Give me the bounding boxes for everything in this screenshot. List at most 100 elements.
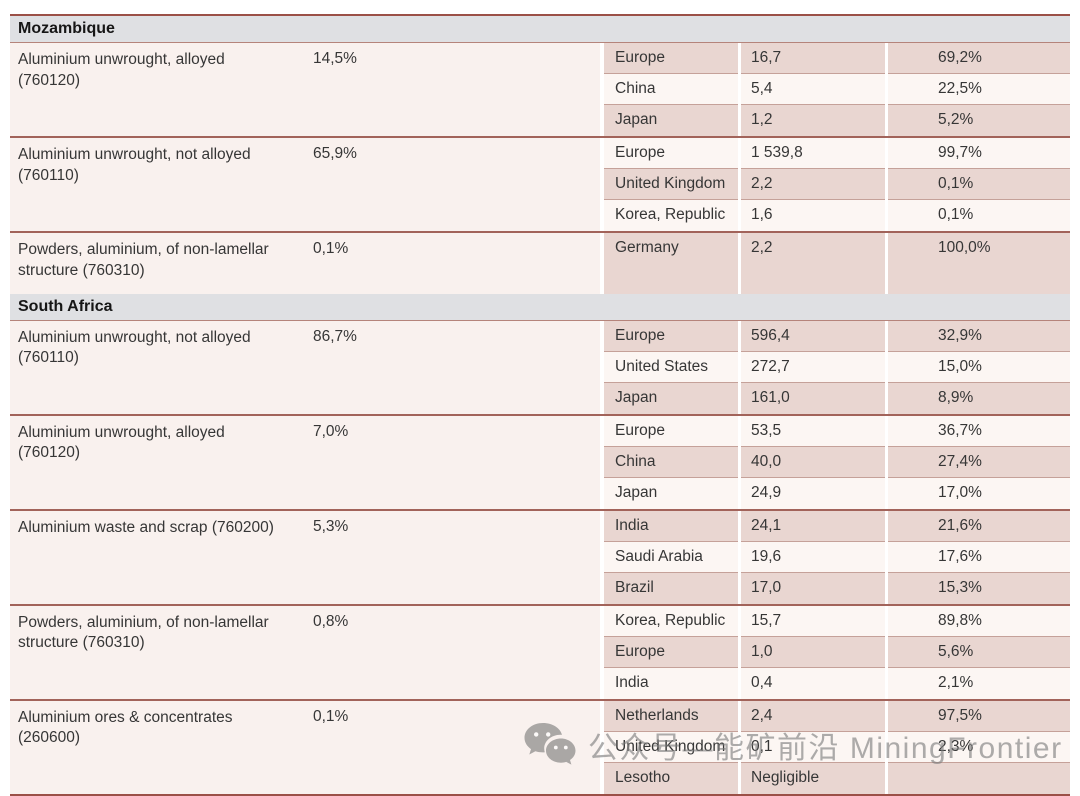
destination-value: 24,1 [741, 510, 885, 542]
destination-share: 21,6% [888, 510, 1070, 542]
product-panel: Aluminium unwrought, not alloyed (760110… [10, 138, 600, 231]
destination-country: Europe [604, 43, 738, 74]
product-name: Powders, aluminium, of non-lamellar stru… [18, 241, 269, 279]
destination-country: Saudi Arabia [604, 541, 738, 573]
destination-value: 2,2 [741, 169, 885, 200]
destination-row: Brazil 17,0 15,3% [604, 572, 1070, 604]
destination-row: Lesotho Negligible [604, 762, 1070, 794]
destination-value: 40,0 [741, 446, 885, 478]
product-share: 65,9% [313, 145, 357, 162]
destination-share: 2,3% [888, 731, 1070, 763]
destination-share: 89,8% [888, 605, 1070, 637]
product-share: 7,0% [313, 422, 349, 440]
column-gutter [600, 138, 604, 231]
destination-share: 32,9% [888, 320, 1070, 352]
destination-value: 1 539,8 [741, 138, 885, 169]
destination-value: 1,0 [741, 636, 885, 668]
product-share: 86,7% [313, 327, 357, 345]
destination-row: Europe 596,4 32,9% [604, 320, 1070, 352]
product-share: 0,1% [313, 240, 349, 257]
product-group: Aluminium unwrought, not alloyed (760110… [10, 136, 1070, 231]
destination-value: 5,4 [741, 74, 885, 105]
section-header: South Africa [10, 293, 1070, 321]
destination-country: Korea, Republic [604, 200, 738, 231]
destination-country: India [604, 667, 738, 699]
product-group: Powders, aluminium, of non-lamellar stru… [10, 231, 1070, 294]
destination-share: 36,7% [888, 415, 1070, 447]
destination-country: Europe [604, 636, 738, 668]
destination-country: Europe [604, 415, 738, 447]
destination-rows: Germany 2,2 100,0% [604, 233, 1070, 294]
destination-row: United Kingdom 0,1 2,3% [604, 731, 1070, 763]
destination-rows: Netherlands 2,4 97,5% United Kingdom 0,1 2,3%… [604, 700, 1070, 794]
destination-country: Brazil [604, 572, 738, 604]
destination-share: 99,7% [888, 138, 1070, 169]
destination-share: 8,9% [888, 382, 1070, 414]
destination-country: Europe [604, 138, 738, 169]
product-share: 0,1% [313, 707, 349, 725]
product-name: Powders, aluminium, of non-lamellar stru… [18, 613, 269, 652]
destination-row: Japan 24,9 17,0% [604, 477, 1070, 509]
destination-rows: Europe 596,4 32,9% United States 272,7 15,0% J… [604, 320, 1070, 414]
section-header: Mozambique [10, 16, 1070, 43]
product-name: Aluminium unwrought, not alloyed (760110… [18, 146, 251, 184]
destination-row: China 5,4 22,5% [604, 74, 1070, 105]
destination-value: 272,7 [741, 351, 885, 383]
destination-row: Korea, Republic 1,6 0,1% [604, 200, 1070, 231]
destination-row: India 24,1 21,6% [604, 510, 1070, 542]
destination-value: 24,9 [741, 477, 885, 509]
destination-country: Japan [604, 477, 738, 509]
destination-row: United States 272,7 15,0% [604, 351, 1070, 383]
destination-share: 17,6% [888, 541, 1070, 573]
destination-value: 161,0 [741, 382, 885, 414]
product-share: 14,5% [313, 50, 357, 67]
destination-share: 2,1% [888, 667, 1070, 699]
destination-rows: Europe 16,7 69,2% China 5,4 22,5% Japan 1,2 5,2% [604, 43, 1070, 136]
destination-share: 0,1% [888, 200, 1070, 231]
column-gutter [600, 605, 604, 699]
destination-country: United Kingdom [604, 731, 738, 763]
destination-country: Japan [604, 382, 738, 414]
product-panel: Powders, aluminium, of non-lamellar stru… [10, 605, 600, 699]
product-name: Aluminium unwrought, alloyed (760120) [18, 51, 225, 89]
destination-rows: Europe 53,5 36,7% China 40,0 27,4% Japan 24,9 17… [604, 415, 1070, 509]
destination-share: 5,6% [888, 636, 1070, 668]
product-panel: Aluminium ores & concentrates (260600) 0,… [10, 700, 600, 794]
product-share: 0,8% [313, 612, 349, 630]
product-name: Aluminium ores & concentrates (260600) [18, 708, 233, 747]
destination-value: 53,5 [741, 415, 885, 447]
destination-share: 5,2% [888, 105, 1070, 136]
destination-value: 17,0 [741, 572, 885, 604]
destination-value: 1,2 [741, 105, 885, 136]
destination-share: 27,4% [888, 446, 1070, 478]
column-gutter [600, 700, 604, 794]
product-panel: Powders, aluminium, of non-lamellar stru… [10, 233, 600, 294]
destination-share: 22,5% [888, 74, 1070, 105]
destination-value: 16,7 [741, 43, 885, 74]
destination-share: 15,0% [888, 351, 1070, 383]
product-group: Aluminium unwrought, alloyed (760120) 14,… [10, 43, 1070, 136]
product-name: Aluminium unwrought, alloyed (760120) [18, 423, 225, 462]
destination-value: 0,1 [741, 731, 885, 763]
destination-country: United States [604, 351, 738, 383]
destination-row: Japan 161,0 8,9% [604, 382, 1070, 414]
product-share: 5,3% [313, 517, 349, 535]
destination-rows: Korea, Republic 15,7 89,8% Europe 1,0 5,6% Ind… [604, 605, 1070, 699]
destination-share [888, 762, 1070, 794]
destination-value: 2,4 [741, 700, 885, 732]
product-group: Powders, aluminium, of non-lamellar stru… [10, 603, 1070, 699]
destination-value: 15,7 [741, 605, 885, 637]
destination-row: Europe 16,7 69,2% [604, 43, 1070, 74]
destination-country: China [604, 446, 738, 478]
product-group: Aluminium unwrought, not alloyed (760110… [10, 320, 1070, 414]
destination-rows: Europe 1 539,8 99,7% United Kingdom 2,2 0,1% K… [604, 138, 1070, 231]
destination-country: China [604, 74, 738, 105]
destination-share: 100,0% [888, 233, 1070, 294]
destination-value: 19,6 [741, 541, 885, 573]
destination-row: Europe 1 539,8 99,7% [604, 138, 1070, 169]
column-gutter [600, 43, 604, 136]
destination-row: Korea, Republic 15,7 89,8% [604, 605, 1070, 637]
destination-row: Germany 2,2 100,0% [604, 233, 1070, 294]
column-gutter [600, 510, 604, 604]
destination-row: Saudi Arabia 19,6 17,6% [604, 541, 1070, 573]
